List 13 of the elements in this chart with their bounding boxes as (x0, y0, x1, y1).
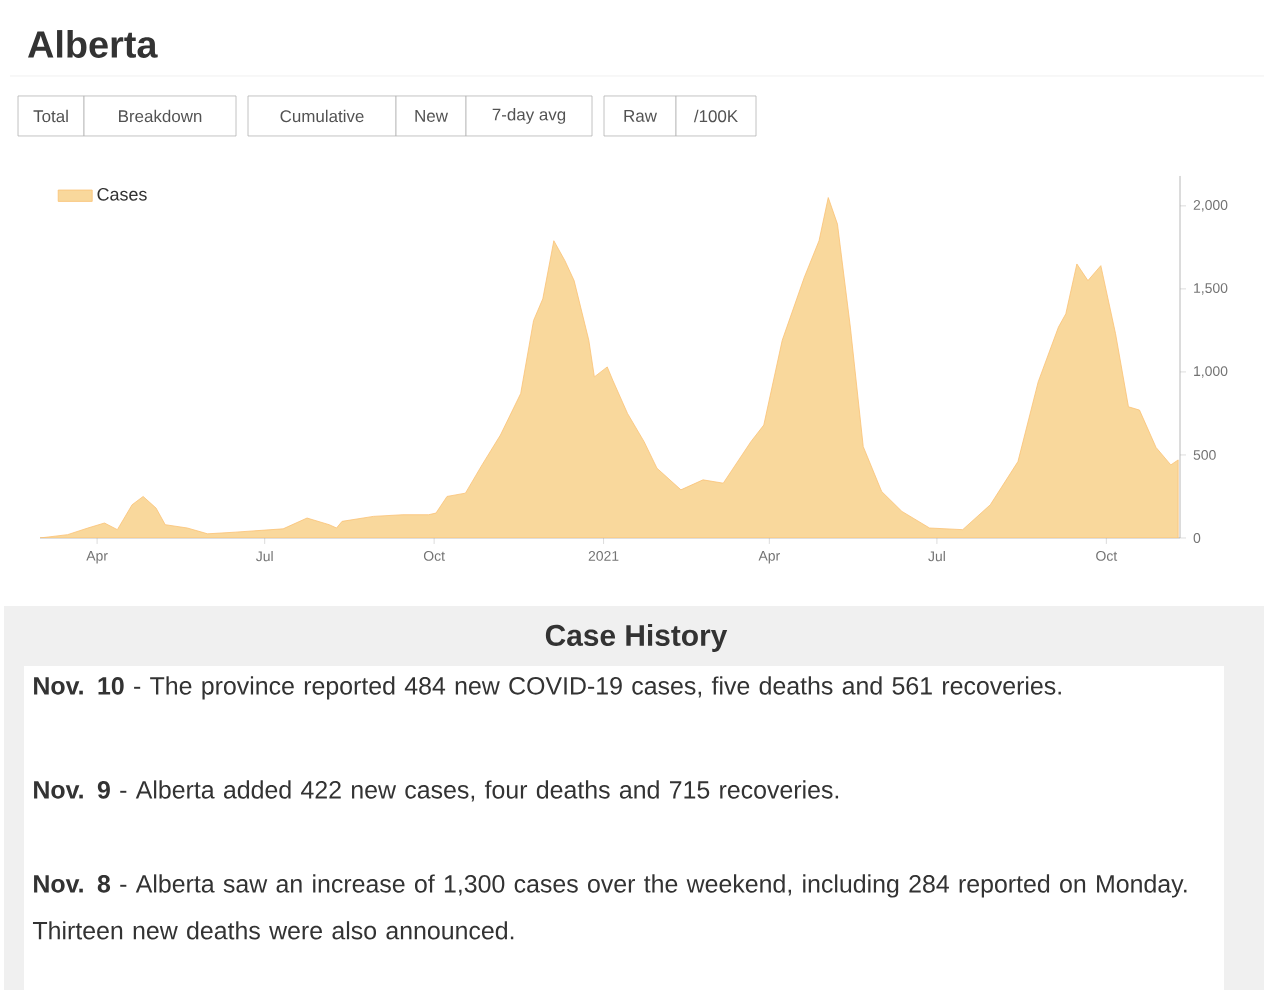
text: /100K (693, 109, 738, 123)
text: New (415, 110, 448, 122)
text: Total (33, 109, 68, 123)
chart-title: Alberta (27, 30, 158, 58)
text: Breakdown (119, 109, 202, 123)
text: Case History (545, 624, 728, 652)
text: Cumulative (280, 109, 364, 123)
text: 7-day avg (492, 108, 566, 124)
text: Nov. 10 - The province reported 484 new COVID-19 cases, five deaths and 561 recoveries. (34, 676, 1061, 700)
text: Nov. 8 - Alberta saw an increase of 1,300 cases over the weekend, including 284 reported on Monday. Thirteen new deaths were also announced. (32, 874, 1187, 940)
text: Raw (624, 110, 657, 122)
legend-label: Cases (97, 187, 147, 201)
text: Nov. 9 - Alberta added 422 new cases, four deaths and 715 recoveries. (34, 780, 839, 802)
